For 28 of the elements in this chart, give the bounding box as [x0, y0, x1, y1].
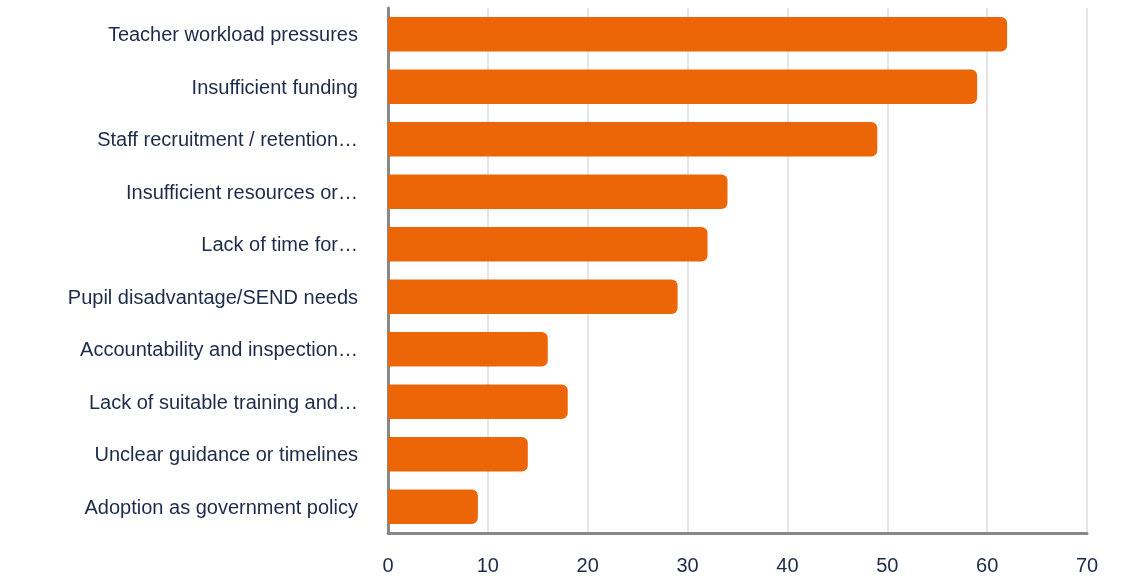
bar [388, 384, 568, 420]
bar [388, 279, 678, 315]
bar [388, 121, 878, 157]
x-tick-label: 30 [676, 554, 699, 576]
y-tick-label: Insufficient resources or… [126, 180, 358, 203]
y-tick-label: Insufficient funding [191, 75, 358, 98]
x-tick-label: 40 [776, 554, 799, 576]
y-tick-label: Pupil disadvantage/SEND needs [67, 285, 358, 308]
y-tick-label: Lack of suitable training and… [88, 390, 358, 413]
bar [388, 226, 708, 262]
bar [388, 436, 528, 472]
x-tick-label: 0 [382, 554, 394, 576]
bar [388, 16, 1008, 52]
y-tick-label: Staff recruitment / retention… [97, 128, 358, 151]
x-tick-label: 60 [976, 554, 999, 576]
bar [388, 331, 548, 367]
bar [388, 174, 728, 210]
y-tick-label: Adoption as government policy [84, 495, 358, 518]
x-tick-label: 70 [1075, 554, 1099, 576]
y-tick-label: Teacher workload pressures [107, 23, 358, 46]
x-tick-label: 50 [876, 554, 899, 576]
bar [388, 69, 978, 105]
y-tick-label: Accountability and inspection… [80, 338, 358, 361]
y-tick-label: Unclear guidance or timelines [94, 443, 358, 466]
x-tick-label: 10 [476, 554, 499, 576]
x-tick-label: 20 [576, 554, 599, 576]
y-tick-label: Lack of time for… [201, 233, 358, 256]
bar [388, 489, 478, 525]
